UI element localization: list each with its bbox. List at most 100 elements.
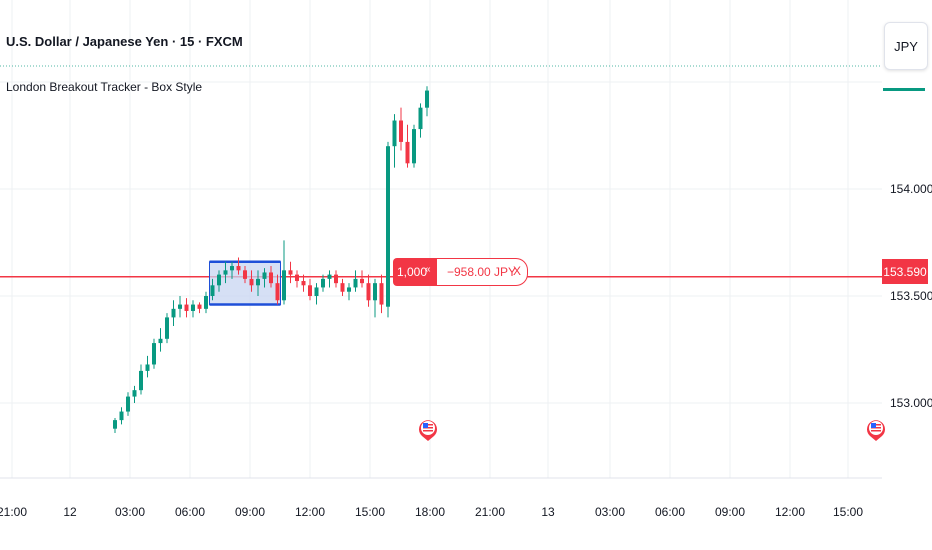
time-label-8: 21:00 <box>475 505 505 519</box>
grid <box>0 0 882 478</box>
candle-20 <box>243 266 247 284</box>
candle-9 <box>171 300 176 326</box>
price-scale[interactable]: 154.000 153.000 153.500 <box>882 0 932 550</box>
candle-body-48 <box>425 90 429 108</box>
candle-body-33 <box>327 274 332 279</box>
candle-body-21 <box>249 278 254 286</box>
candle-body-7 <box>158 338 163 344</box>
candle-48 <box>425 86 429 117</box>
symbol-title[interactable]: U.S. Dollar / Japanese Yen · 15 · FXCM <box>6 34 243 49</box>
candle-body-12 <box>191 304 195 311</box>
candle-body-6 <box>152 343 156 365</box>
candle-body-41 <box>379 283 384 305</box>
candle-35 <box>340 278 345 296</box>
currency-underline <box>883 88 925 91</box>
close-position-icon[interactable]: X <box>513 264 522 278</box>
indicator-label[interactable]: London Breakout Tracker - Box Style <box>6 80 203 94</box>
candle-37 <box>353 270 358 292</box>
price-label-154: 154.000 <box>890 182 932 196</box>
candle-38 <box>360 270 364 288</box>
candle-body-34 <box>334 274 338 284</box>
candle-body-44 <box>399 120 403 142</box>
candle-body-37 <box>353 278 358 288</box>
candle-body-20 <box>243 270 247 279</box>
candle-17 <box>223 261 228 284</box>
time-label-0: 21:00 <box>0 505 27 519</box>
candle-3 <box>132 385 137 403</box>
candle-39 <box>366 274 371 307</box>
candle-body-17 <box>223 270 228 275</box>
candle-body-38 <box>360 278 364 284</box>
candle-29 <box>301 274 306 292</box>
price-chart[interactable]: 21:00 12 03:00 06:00 09:00 12:00 15:00 18:00 21:… <box>0 0 882 550</box>
candle-body-24 <box>269 272 273 284</box>
candle-44 <box>399 107 403 151</box>
candle-body-45 <box>405 141 410 164</box>
candle-18 <box>230 261 234 279</box>
candle-body-32 <box>321 278 325 288</box>
candle-body-36 <box>347 287 351 292</box>
candle-28 <box>295 270 299 288</box>
candle-body-40 <box>373 283 377 301</box>
time-label-14: 15:00 <box>833 505 863 519</box>
london-range-box <box>209 260 281 306</box>
candle-4 <box>139 364 143 395</box>
candle-body-10 <box>178 304 182 309</box>
candle-24 <box>269 266 273 288</box>
candle-47 <box>418 103 423 138</box>
candle-6 <box>152 338 156 369</box>
candle-16 <box>217 270 221 292</box>
candle-23 <box>262 268 267 288</box>
candle-body-22 <box>256 278 260 286</box>
candle-31 <box>314 283 319 305</box>
us-flag-event-icon[interactable] <box>418 414 438 442</box>
candle-body-26 <box>282 270 286 301</box>
time-label-12: 09:00 <box>715 505 745 519</box>
candle-body-31 <box>314 287 319 296</box>
candle-body-19 <box>236 266 241 271</box>
candle-body-18 <box>230 266 234 271</box>
candle-13 <box>197 302 202 314</box>
candle-40 <box>373 278 377 318</box>
price-label-hidden: 153.500 <box>890 289 932 303</box>
candle-body-0 <box>113 420 117 429</box>
candle-15 <box>210 278 215 301</box>
candle-body-15 <box>210 285 215 296</box>
candle-body-13 <box>197 304 202 309</box>
reference-lines <box>0 65 882 278</box>
candle-8 <box>165 313 169 344</box>
currency-button[interactable]: JPY <box>884 22 928 70</box>
price-label-153: 153.000 <box>890 396 932 410</box>
time-label-2: 03:00 <box>115 505 145 519</box>
candle-27 <box>288 261 293 284</box>
time-label-3: 06:00 <box>175 505 205 519</box>
candle-body-11 <box>184 304 189 311</box>
time-axis: 21:00 12 03:00 06:00 09:00 12:00 15:00 18:00 21:… <box>0 477 882 519</box>
candle-body-25 <box>275 283 280 301</box>
candle-30 <box>308 278 312 301</box>
reverse-arrow-icon[interactable]: « <box>425 264 431 275</box>
candle-body-28 <box>295 274 299 282</box>
us-flag-event-icon-2[interactable] <box>866 414 886 442</box>
time-label-7: 18:00 <box>415 505 445 519</box>
candle-0 <box>113 417 117 433</box>
time-label-13: 12:00 <box>775 505 805 519</box>
time-label-9: 13 <box>541 505 555 519</box>
time-label-4: 09:00 <box>235 505 265 519</box>
candle-19 <box>236 257 241 275</box>
candle-body-14 <box>204 296 208 309</box>
candle-body-9 <box>171 308 176 318</box>
candle-body-30 <box>308 285 312 296</box>
position-pnl[interactable]: −958.00 JPY <box>437 258 528 286</box>
candle-7 <box>158 328 163 352</box>
position-quantity[interactable]: 1,000 <box>393 258 437 286</box>
candle-body-2 <box>126 396 130 412</box>
candle-body-42 <box>386 146 390 307</box>
candle-body-4 <box>139 370 143 391</box>
candle-36 <box>347 283 351 301</box>
candle-42 <box>386 141 390 318</box>
candle-45 <box>405 124 410 168</box>
candle-14 <box>204 291 208 314</box>
candle-body-1 <box>119 411 124 421</box>
candle-body-43 <box>392 120 397 147</box>
